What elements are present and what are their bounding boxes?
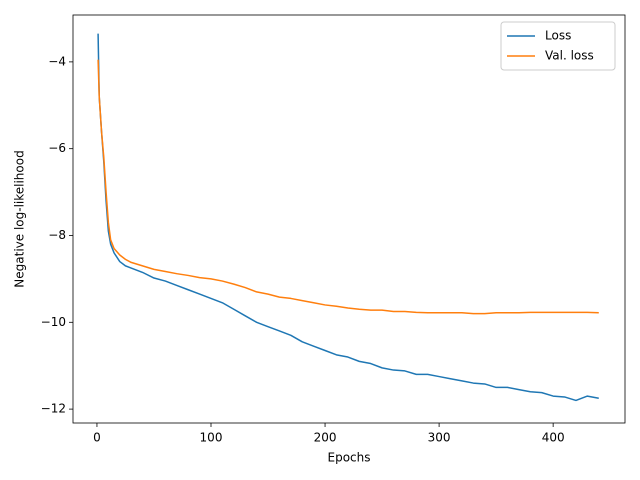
x-axis-label: Epochs xyxy=(328,451,371,465)
x-tick-label: 100 xyxy=(200,431,223,445)
legend-label: Loss xyxy=(545,29,571,43)
legend-label: Val. loss xyxy=(545,49,594,63)
x-tick-label: 0 xyxy=(93,431,101,445)
y-tick-label: −6 xyxy=(48,141,66,155)
x-tick-label: 300 xyxy=(428,431,451,445)
x-tick-label: 200 xyxy=(314,431,337,445)
plot-frame xyxy=(72,14,626,424)
line xyxy=(97,59,599,315)
line xyxy=(97,33,599,402)
y-axis-label: Negative log-likelihood xyxy=(13,150,27,287)
y-tick-label: −12 xyxy=(41,402,66,416)
legend-box xyxy=(500,21,616,71)
x-tick-label: 400 xyxy=(542,431,565,445)
y-tick-label: −4 xyxy=(48,54,66,68)
y-tick-label: −10 xyxy=(41,315,66,329)
y-tick-label: −8 xyxy=(48,228,66,242)
